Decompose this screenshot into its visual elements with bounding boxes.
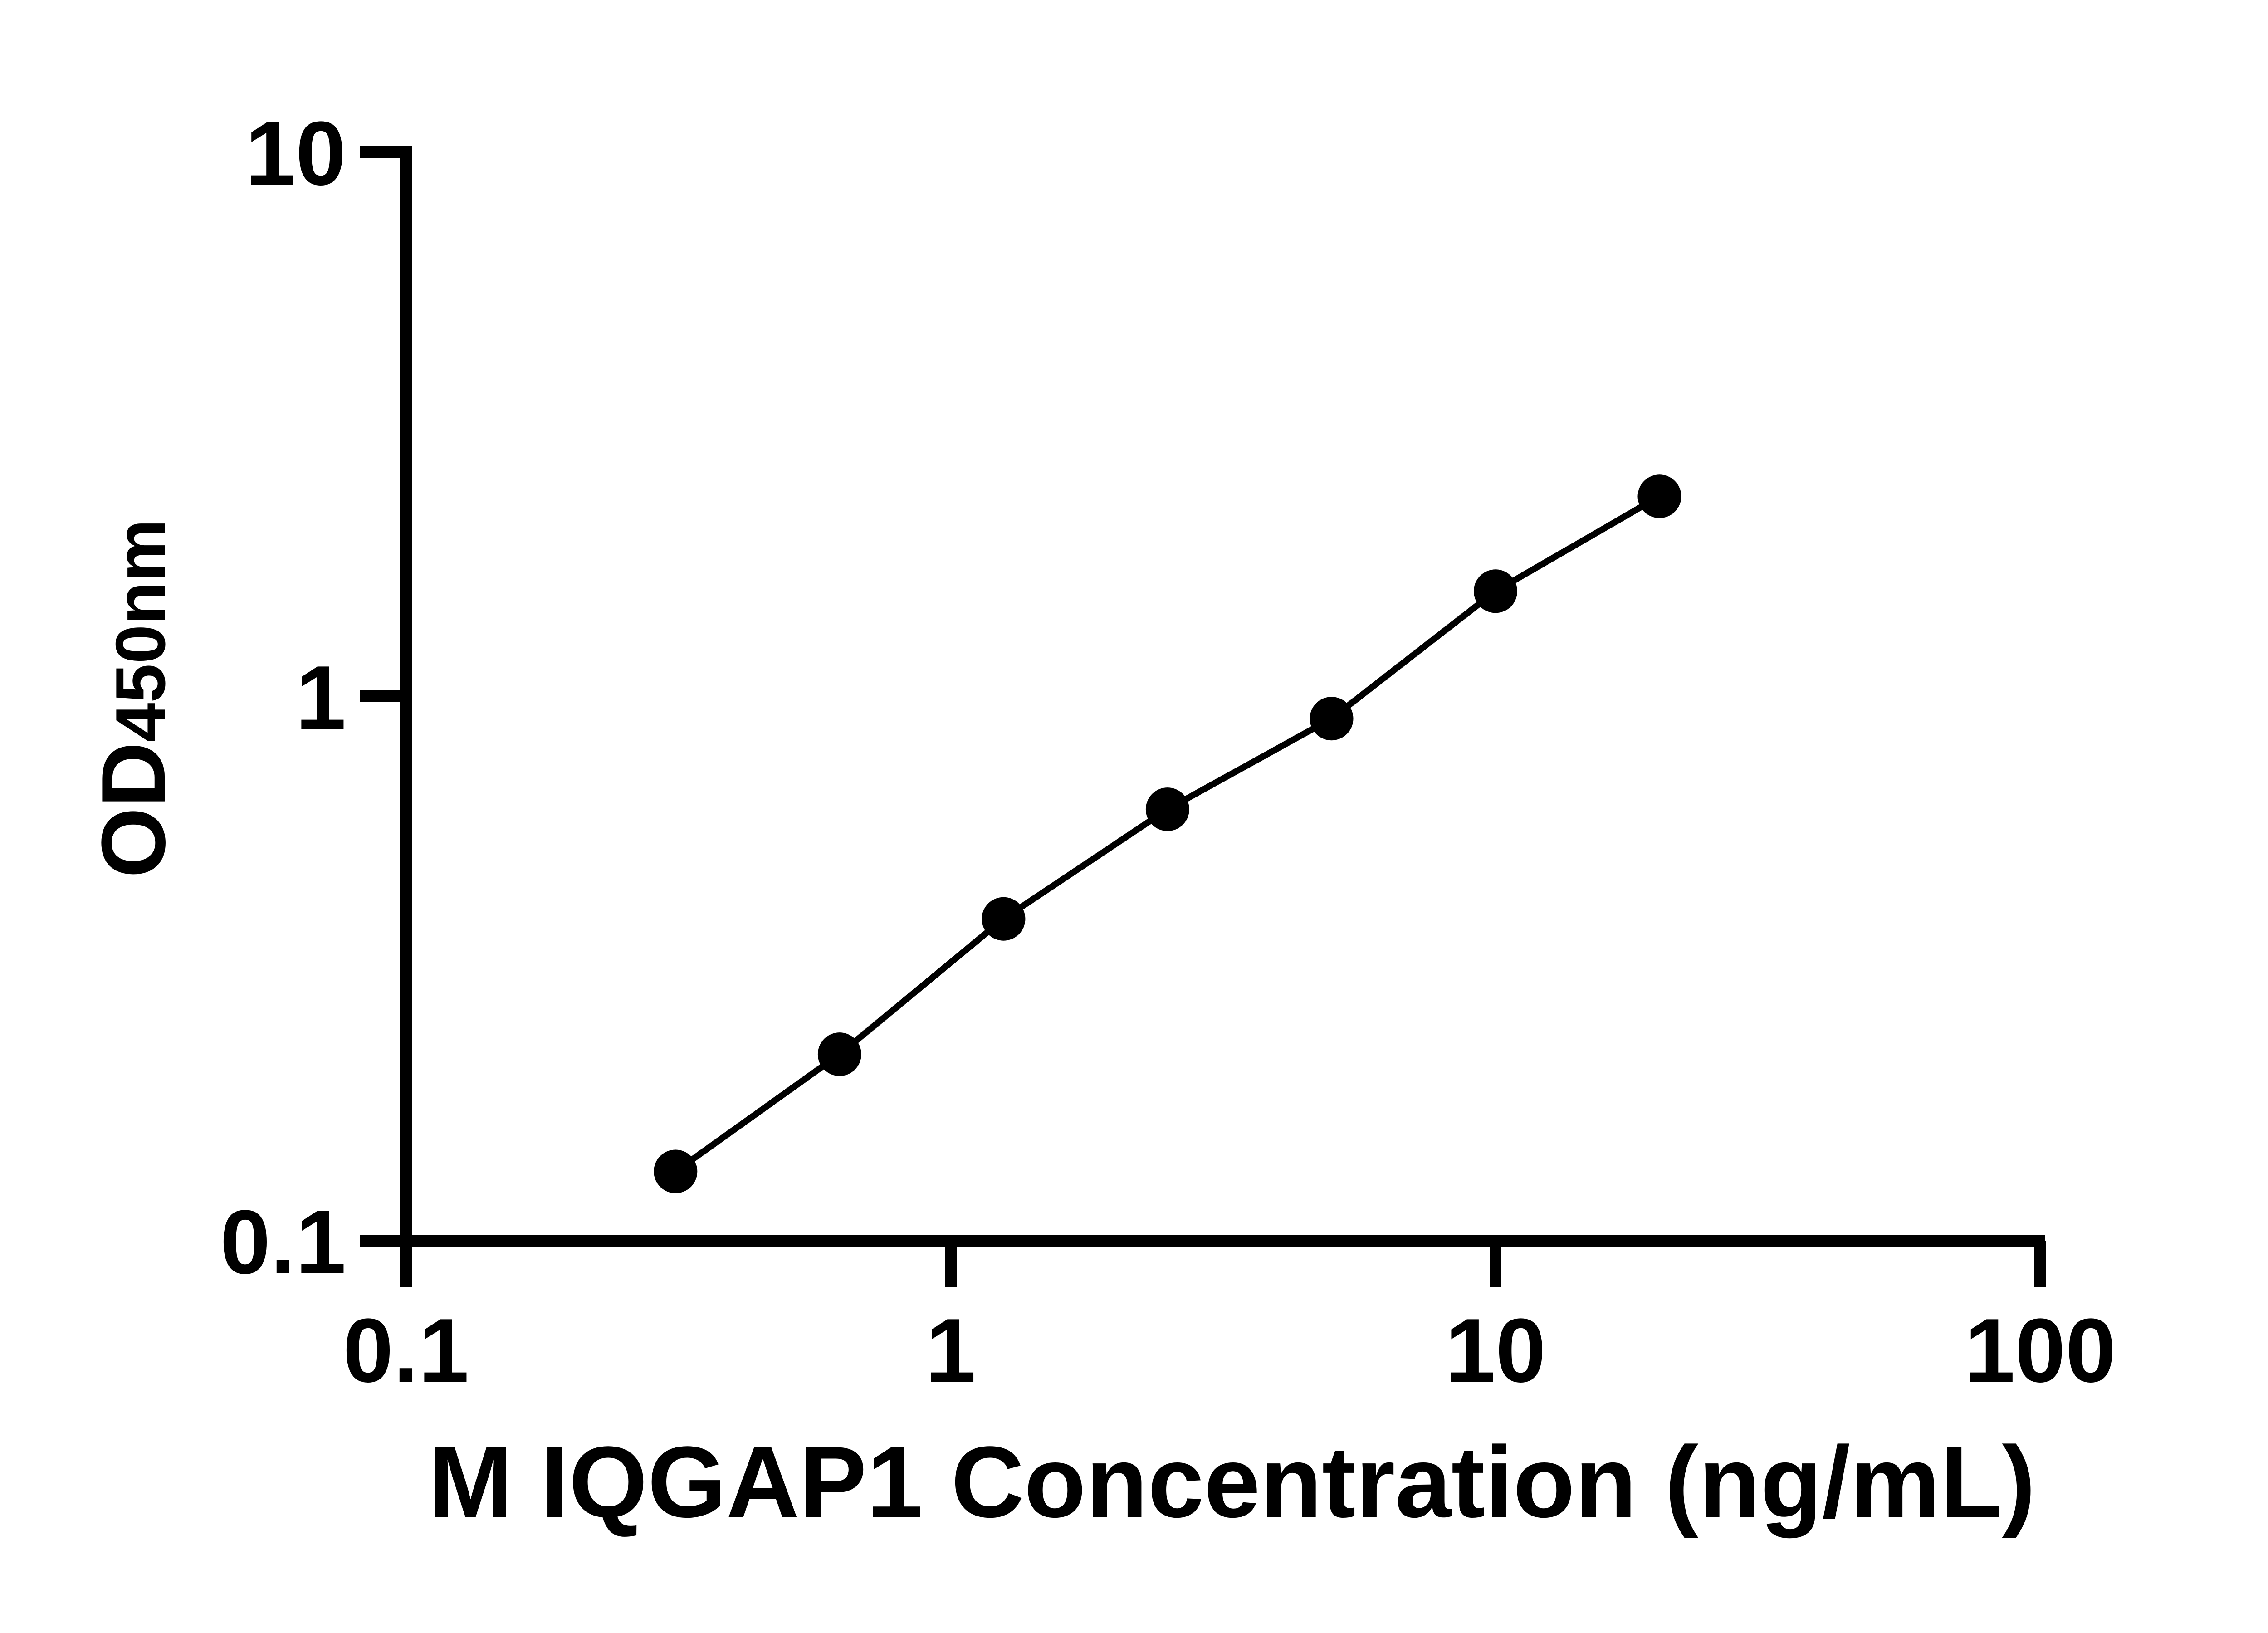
y-tick-label: 10 (245, 103, 346, 204)
data-point (1637, 474, 1681, 518)
x-axis-tick (1490, 1241, 1501, 1287)
y-tick-label: 1 (296, 647, 346, 748)
y-axis-title-main: OD (83, 742, 184, 878)
y-axis-title-subscript: 450nm (101, 519, 180, 742)
data-point (654, 1149, 698, 1193)
data-point (1310, 697, 1354, 741)
x-tick-label: 10 (1445, 1300, 1546, 1401)
y-tick-label: 0.1 (220, 1192, 346, 1293)
x-tick-label: 100 (1965, 1300, 2116, 1401)
x-tick-label: 1 (925, 1300, 976, 1401)
x-axis-tick (2034, 1241, 2046, 1287)
x-axis-tick (945, 1241, 957, 1287)
x-tick-label: 0.1 (343, 1300, 469, 1401)
y-axis-tick (360, 146, 406, 158)
y-axis-tick (360, 1235, 406, 1247)
data-point (817, 1032, 861, 1076)
y-axis-tick (360, 690, 406, 702)
data-point (982, 897, 1026, 941)
data-point (1145, 787, 1189, 831)
data-point (1474, 569, 1517, 613)
y-axis-line (400, 146, 412, 1287)
x-axis-tick (400, 1241, 412, 1287)
x-axis-title: M IQGAP1 Concentration (ng/mL) (428, 1426, 2036, 1539)
y-axis-title: OD450nm (82, 519, 186, 878)
x-axis-line (360, 1235, 2045, 1247)
